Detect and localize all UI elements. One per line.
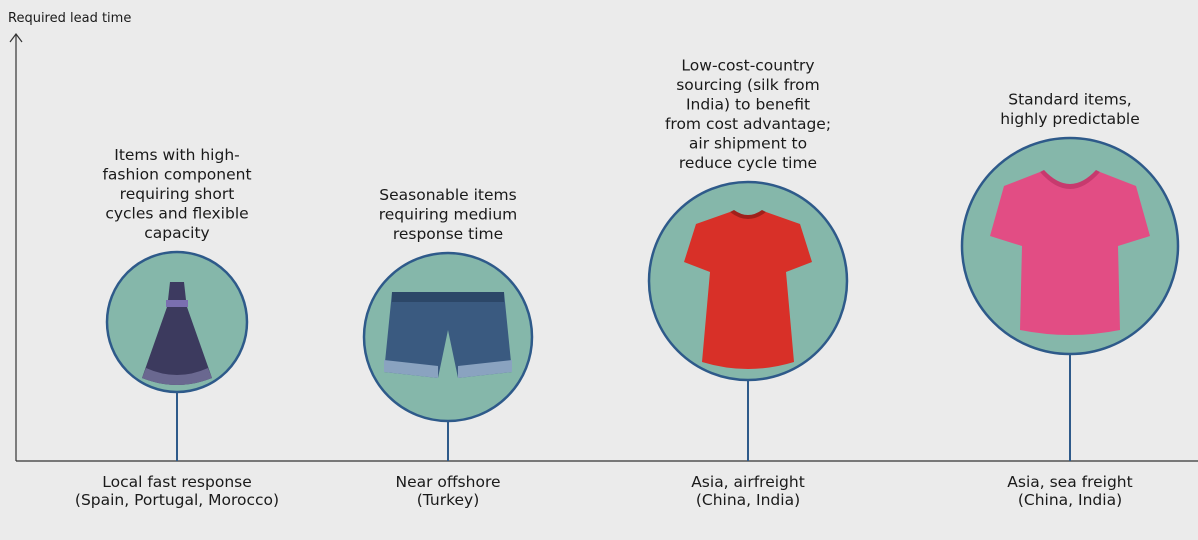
item-description: response time [393,225,503,243]
item-label: (China, India) [696,491,800,509]
item-description: fashion component [102,166,251,184]
item-description: highly predictable [1000,110,1140,128]
item-label: Local fast response [102,473,252,491]
item-description: Standard items, [1008,91,1131,109]
item-label: (Turkey) [417,491,480,509]
item-description: India) to benefit [686,96,810,114]
item-description: capacity [144,224,209,242]
item-label: (China, India) [1018,491,1122,509]
item-label: Asia, sea freight [1007,473,1132,491]
item-description: air shipment to [689,135,807,153]
item-label: (Spain, Portugal, Morocco) [75,491,279,509]
item-description: requiring short [120,185,235,203]
axis-label: Required lead time [8,11,131,26]
item-description: requiring medium [379,206,518,224]
item-label: Asia, airfreight [691,473,805,491]
item-label: Near offshore [395,473,500,491]
item-description: reduce cycle time [679,154,817,172]
item-description: Items with high- [114,146,239,164]
item-description: Seasonable items [379,186,516,204]
item-description: sourcing (silk from [676,76,820,94]
item-description: from cost advantage; [665,115,831,133]
diagram: Required lead time Items with high-fashi… [0,0,1198,540]
item-description: Low-cost-country [681,57,814,75]
item-description: cycles and flexible [105,205,248,223]
